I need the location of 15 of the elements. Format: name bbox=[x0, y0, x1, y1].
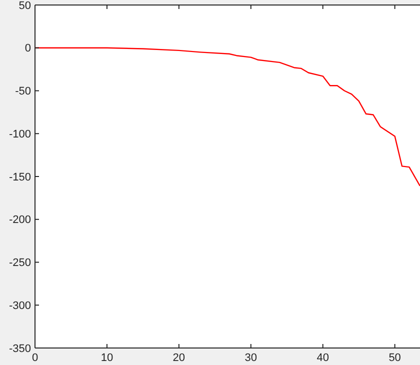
y-tick-label: -100 bbox=[8, 128, 31, 140]
x-tick-label: 0 bbox=[32, 352, 38, 364]
y-tick-label: -150 bbox=[8, 171, 31, 184]
y-tick-label: 50 bbox=[18, 0, 31, 12]
x-tick-label: 30 bbox=[244, 352, 258, 364]
y-tick-label: -300 bbox=[8, 300, 31, 312]
x-tick-label: 40 bbox=[316, 352, 329, 364]
x-tick-label: 20 bbox=[172, 352, 186, 364]
y-tick-label: 0 bbox=[24, 42, 31, 55]
x-tick-label: 10 bbox=[100, 352, 114, 364]
y-tick-label: -200 bbox=[8, 214, 31, 226]
y-tick-label: -250 bbox=[8, 257, 31, 270]
y-tick-label: -50 bbox=[15, 86, 31, 98]
y-tick-label: -350 bbox=[8, 342, 31, 355]
x-tick-label: 50 bbox=[388, 352, 401, 364]
